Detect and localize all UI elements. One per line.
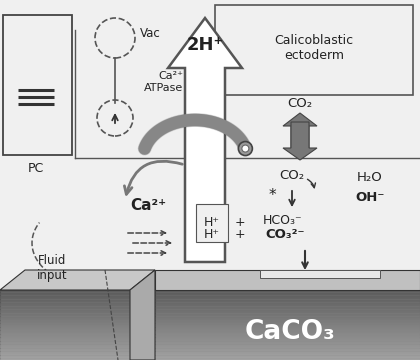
Text: H⁺: H⁺: [204, 216, 220, 229]
Text: Calicoblastic
ectoderm: Calicoblastic ectoderm: [274, 34, 354, 62]
FancyBboxPatch shape: [3, 15, 72, 155]
Polygon shape: [283, 113, 317, 152]
Text: Vac: Vac: [140, 27, 161, 40]
Circle shape: [242, 145, 249, 152]
FancyBboxPatch shape: [215, 5, 413, 95]
Text: OH⁻: OH⁻: [355, 190, 385, 203]
Polygon shape: [130, 270, 155, 360]
Text: HCO₃⁻: HCO₃⁻: [263, 213, 303, 226]
Circle shape: [239, 141, 252, 156]
Text: PC: PC: [28, 162, 44, 175]
Text: Ca²⁺
ATPase: Ca²⁺ ATPase: [144, 71, 183, 93]
Polygon shape: [155, 270, 420, 290]
Text: Ca²⁺: Ca²⁺: [130, 198, 166, 212]
Text: CO₂: CO₂: [279, 168, 304, 181]
Text: +: +: [235, 229, 245, 242]
Text: 2H⁺: 2H⁺: [186, 36, 223, 54]
Text: +: +: [235, 216, 245, 229]
Text: CO₃²⁻: CO₃²⁻: [265, 229, 305, 242]
Polygon shape: [0, 290, 130, 360]
Polygon shape: [0, 270, 155, 290]
Text: H⁺: H⁺: [204, 229, 220, 242]
Polygon shape: [155, 290, 420, 360]
Text: *: *: [268, 188, 276, 202]
Text: CO₂: CO₂: [287, 96, 312, 109]
FancyBboxPatch shape: [196, 204, 228, 242]
Text: Fluid
input: Fluid input: [37, 254, 67, 282]
Text: CaCO₃: CaCO₃: [245, 319, 335, 345]
Polygon shape: [283, 122, 317, 160]
Polygon shape: [260, 270, 380, 278]
Polygon shape: [168, 18, 242, 262]
Text: H₂O: H₂O: [357, 171, 383, 184]
